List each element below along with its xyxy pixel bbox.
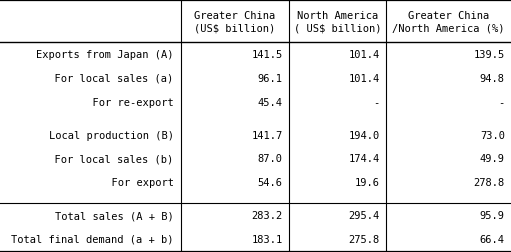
Text: 283.2: 283.2 (251, 210, 283, 220)
Text: 141.5: 141.5 (251, 50, 283, 60)
Text: 139.5: 139.5 (474, 50, 505, 60)
Text: 96.1: 96.1 (258, 74, 283, 83)
Text: 54.6: 54.6 (258, 177, 283, 187)
Text: Total final demand (a + b): Total final demand (a + b) (11, 234, 174, 244)
Text: 19.6: 19.6 (355, 177, 380, 187)
Text: 94.8: 94.8 (480, 74, 505, 83)
Text: 95.9: 95.9 (480, 210, 505, 220)
Text: For local sales (a): For local sales (a) (42, 74, 174, 83)
Text: 295.4: 295.4 (349, 210, 380, 220)
Text: Total sales (A + B): Total sales (A + B) (55, 210, 174, 220)
Text: 87.0: 87.0 (258, 154, 283, 164)
Text: 73.0: 73.0 (480, 130, 505, 140)
Text: 194.0: 194.0 (349, 130, 380, 140)
Text: Local production (B): Local production (B) (49, 130, 174, 140)
Text: 183.1: 183.1 (251, 234, 283, 244)
Text: North America
( US$ billion): North America ( US$ billion) (293, 11, 381, 33)
Text: -: - (374, 97, 380, 107)
Text: Exports from Japan (A): Exports from Japan (A) (36, 50, 174, 60)
Text: For local sales (b): For local sales (b) (42, 154, 174, 164)
Text: For export: For export (99, 177, 174, 187)
Text: -: - (499, 97, 505, 107)
Text: 141.7: 141.7 (251, 130, 283, 140)
Text: 278.8: 278.8 (474, 177, 505, 187)
Text: Greater China
/North America (%): Greater China /North America (%) (392, 11, 505, 33)
Text: For re-export: For re-export (80, 97, 174, 107)
Text: 66.4: 66.4 (480, 234, 505, 244)
Text: 101.4: 101.4 (349, 74, 380, 83)
Text: 275.8: 275.8 (349, 234, 380, 244)
Text: 45.4: 45.4 (258, 97, 283, 107)
Text: 101.4: 101.4 (349, 50, 380, 60)
Text: 49.9: 49.9 (480, 154, 505, 164)
Text: 174.4: 174.4 (349, 154, 380, 164)
Text: Greater China
(US$ billion): Greater China (US$ billion) (194, 11, 276, 33)
